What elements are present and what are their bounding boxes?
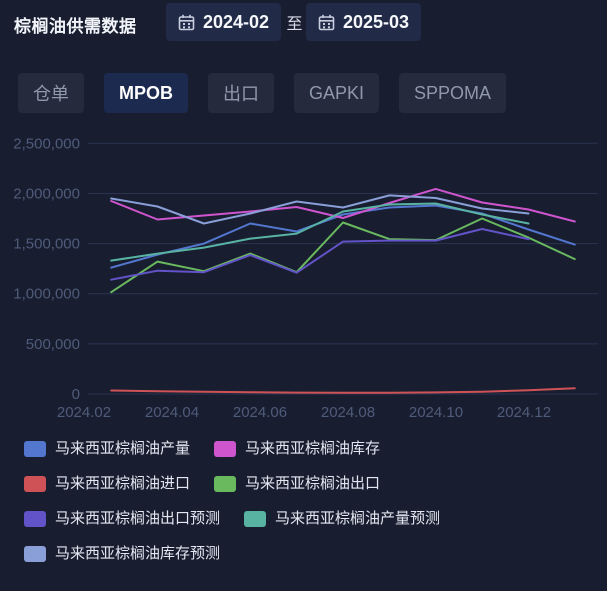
legend-swatch-icon [24, 475, 46, 492]
legend-label: 马来西亚棕榈油进口 [55, 475, 191, 492]
x-axis-label: 2024.10 [409, 404, 463, 421]
legend-item-imports[interactable]: 马来西亚棕榈油进口 [24, 475, 190, 492]
legend-row: 马来西亚棕榈油出口预测 马来西亚棕榈油产量预测 [24, 510, 440, 527]
tab-warehouse-receipt[interactable]: 仓单 [18, 73, 84, 113]
y-axis-label: 2,000,000 [13, 185, 80, 202]
y-axis-label: 500,000 [26, 336, 80, 353]
legend-item-inventory[interactable]: 马来西亚棕榈油库存 [214, 440, 380, 457]
header-bar: 棕榈油供需数据 2024-02 至 [0, 0, 607, 46]
chart-legend: 马来西亚棕榈油产量 马来西亚棕榈油库存 马来西亚棕榈油进口 马来西亚棕榈油出口 马来西亚… [24, 440, 440, 562]
inventory-forecast-line [110, 194, 530, 225]
legend-swatch-icon [24, 545, 46, 562]
legend-item-export-forecast[interactable]: 马来西亚棕榈油出口预测 [24, 510, 220, 527]
date-range-separator: 至 [286, 16, 303, 33]
legend-row: 马来西亚棕榈油进口 马来西亚棕榈油出口 [24, 475, 440, 492]
legend-item-production[interactable]: 马来西亚棕榈油产量 [24, 440, 190, 457]
production-line [110, 204, 576, 269]
tab-sppoma[interactable]: SPPOMA [399, 73, 507, 113]
legend-swatch-icon [214, 475, 237, 492]
tab-mpob[interactable]: MPOB [104, 73, 188, 113]
legend-swatch-icon [244, 510, 267, 527]
page-title: 棕榈油供需数据 [14, 17, 137, 36]
x-axis-label: 2024.06 [233, 404, 287, 421]
legend-item-production-forecast[interactable]: 马来西亚棕榈油产量预测 [244, 510, 440, 527]
calendar-icon [178, 14, 195, 30]
export-forecast-line [110, 228, 530, 281]
legend-label: 马来西亚棕榈油库存 [245, 440, 381, 457]
x-axis-label: 2024.02 [57, 404, 111, 421]
legend-item-inventory-forecast[interactable]: 马来西亚棕榈油库存预测 [24, 545, 220, 562]
date-range-start-button[interactable]: 2024-02 [166, 3, 281, 41]
legend-row: 马来西亚棕榈油库存预测 [24, 545, 440, 562]
calendar-icon [318, 14, 335, 30]
tab-export[interactable]: 出口 [208, 73, 274, 113]
x-axis-label: 2024.04 [145, 404, 199, 421]
legend-item-exports[interactable]: 马来西亚棕榈油出口 [214, 475, 380, 492]
legend-label: 马来西亚棕榈油产量 [55, 440, 191, 457]
y-axis-label: 1,500,000 [13, 236, 80, 253]
y-axis-label: 0 [72, 386, 80, 403]
tab-gapki[interactable]: GAPKI [294, 73, 380, 113]
legend-label: 马来西亚棕榈油出口预测 [55, 510, 221, 527]
production-forecast-line [110, 202, 530, 262]
y-axis-label: 2,500,000 [13, 135, 80, 152]
y-axis-label: 1,000,000 [13, 286, 80, 303]
legend-row: 马来西亚棕榈油产量 马来西亚棕榈油库存 [24, 440, 440, 457]
legend-label: 马来西亚棕榈油出口 [245, 475, 381, 492]
legend-swatch-icon [214, 440, 237, 457]
exports-line [110, 217, 576, 294]
x-axis-label: 2024.08 [321, 404, 375, 421]
chart-area: 0 500,000 1,000,000 1,500,000 2,000,000 2,500… [0, 125, 607, 425]
supply-demand-line-chart[interactable]: 0 500,000 1,000,000 1,500,000 2,000,000 2,500… [0, 125, 607, 425]
date-range-start-value: 2024-02 [202, 11, 270, 32]
data-source-tabs: 仓单 MPOB 出口 GAPKI SPPOMA [18, 73, 507, 113]
legend-label: 马来西亚棕榈油产量预测 [275, 510, 441, 527]
legend-swatch-icon [24, 510, 46, 527]
date-range-end-button[interactable]: 2025-03 [306, 3, 421, 41]
legend-label: 马来西亚棕榈油库存预测 [55, 545, 221, 562]
legend-swatch-icon [24, 440, 46, 457]
x-axis-label: 2024.12 [497, 404, 551, 421]
imports-line [110, 387, 576, 394]
date-range-end-value: 2025-03 [342, 11, 410, 32]
